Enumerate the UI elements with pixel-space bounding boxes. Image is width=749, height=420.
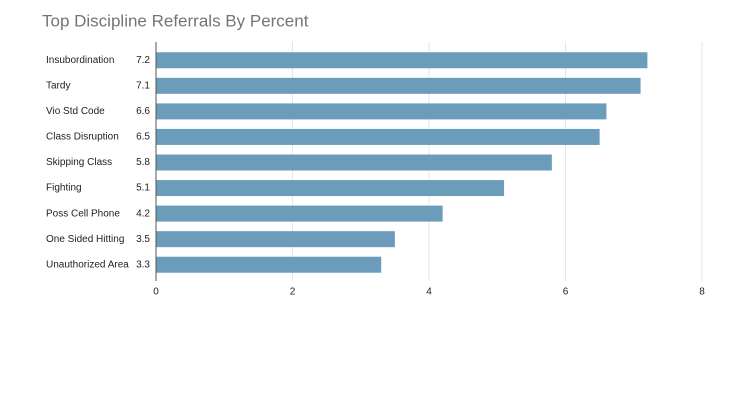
value-label: 5.8	[136, 157, 150, 168]
y-tick-label: Vio Std Code	[46, 106, 105, 117]
bar	[156, 205, 443, 222]
y-tick-label: Tardy	[46, 80, 70, 91]
bar	[156, 52, 648, 69]
y-tick-label: Insubordination	[46, 55, 114, 66]
x-tick-label: 8	[699, 287, 705, 298]
value-label: 6.5	[136, 132, 150, 143]
value-label: 7.2	[136, 55, 150, 66]
value-label: 4.2	[136, 208, 150, 219]
value-label: 5.1	[136, 183, 150, 194]
x-tick-label: 0	[153, 287, 159, 298]
x-tick-label: 6	[563, 287, 569, 298]
bar	[156, 256, 382, 273]
value-label: 3.3	[136, 259, 150, 270]
value-label: 6.6	[136, 106, 150, 117]
chart-title: Top Discipline Referrals By Percent	[42, 11, 309, 30]
y-tick-label: Class Disruption	[46, 132, 119, 143]
y-tick-label: One Sided Hitting	[46, 234, 124, 245]
value-label: 3.5	[136, 234, 150, 245]
y-tick-label: Poss Cell Phone	[46, 208, 120, 219]
bar	[156, 103, 607, 120]
bar	[156, 154, 552, 171]
value-label: 7.1	[136, 80, 150, 91]
bar	[156, 77, 641, 94]
bar	[156, 180, 505, 197]
y-tick-label: Fighting	[46, 183, 82, 194]
bar	[156, 128, 600, 145]
y-tick-label: Unauthorized Area	[46, 259, 129, 270]
x-tick-label: 4	[426, 287, 432, 298]
bar	[156, 231, 395, 248]
x-tick-label: 2	[290, 287, 296, 298]
y-tick-label: Skipping Class	[46, 157, 112, 168]
